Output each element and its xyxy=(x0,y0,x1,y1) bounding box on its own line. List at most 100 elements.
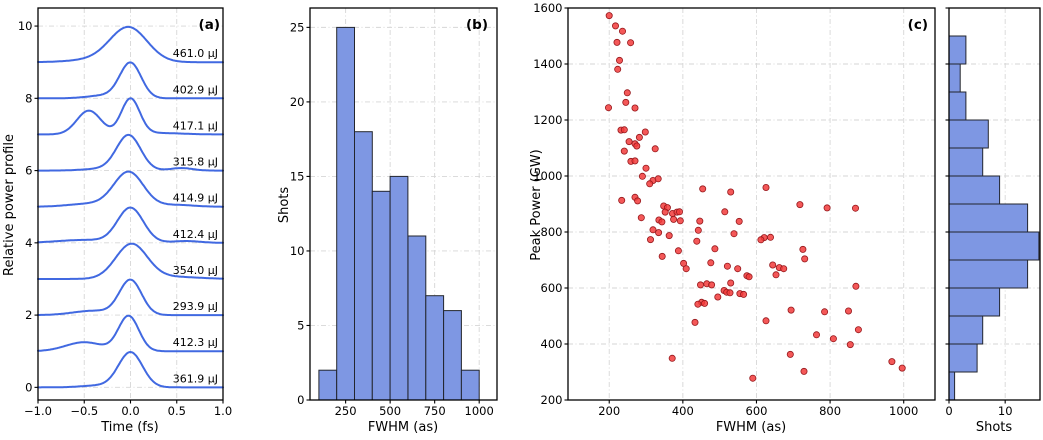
pulse-energy-label: 402.9 µJ xyxy=(173,83,218,96)
panel-c: 200 400 600 800 1000 200 400 600 800 1000 1200 1400… xyxy=(533,1,936,418)
scatter-point xyxy=(821,308,829,316)
scatter-point xyxy=(799,245,807,253)
scatter-point xyxy=(796,201,804,209)
scatter-point xyxy=(631,104,639,112)
scatter-point xyxy=(694,300,702,308)
scatter-point xyxy=(714,293,722,301)
scatter-point xyxy=(682,265,690,273)
scatter-point xyxy=(634,197,642,205)
pulse-energy-label: 414.9 µJ xyxy=(173,192,218,205)
scatter-point xyxy=(696,217,704,225)
scatter-point xyxy=(622,98,630,106)
panel-b-ticks: 250 500 750 1000 0 5 10 15 20 25 xyxy=(290,20,494,418)
histogram-bar xyxy=(948,259,1029,289)
panel-b-bars xyxy=(318,26,480,401)
scatter-point xyxy=(642,164,650,172)
scatter-point xyxy=(701,299,709,307)
x-tick-label: −1.0 xyxy=(24,404,52,418)
panel-c-grid xyxy=(568,7,935,401)
x-tick-label: 400 xyxy=(672,404,694,418)
y-tick-label: 20 xyxy=(290,95,305,109)
scatter-point xyxy=(605,12,613,20)
histogram-bar xyxy=(948,35,967,65)
power-profile-curve xyxy=(37,242,224,280)
panel-c-points xyxy=(605,12,906,382)
scatter-point xyxy=(647,236,655,244)
scatter-point xyxy=(627,39,635,47)
scatter-point xyxy=(749,374,757,382)
scatter-point xyxy=(620,126,628,134)
y-tick-label: 1200 xyxy=(533,113,562,127)
scatter-point xyxy=(613,38,621,46)
pulse-energy-label: 461.0 µJ xyxy=(173,47,218,60)
power-profile-curve xyxy=(37,133,224,172)
power-profile-curve xyxy=(37,206,224,244)
histogram-bar xyxy=(371,190,391,401)
x-tick-label: −0.5 xyxy=(70,404,98,418)
x-tick-label: 0.5 xyxy=(168,404,186,418)
pulse-energy-label: 412.4 µJ xyxy=(173,228,218,241)
histogram-bar xyxy=(460,369,480,401)
histogram-bar xyxy=(948,203,1029,233)
histogram-bar xyxy=(948,175,1001,205)
histogram-bar xyxy=(354,131,373,401)
y-tick-label: 0 xyxy=(25,380,32,394)
histogram-bar xyxy=(948,91,967,121)
pulse-energy-label: 361.9 µJ xyxy=(173,372,218,385)
scatter-point xyxy=(635,133,643,141)
scatter-point xyxy=(658,252,666,260)
y-tick-label: 0 xyxy=(297,393,304,407)
scatter-point xyxy=(633,142,641,150)
pulse-energy-label: 417.1 µJ xyxy=(173,120,218,133)
scatter-point xyxy=(898,364,906,372)
x-tick-label: 600 xyxy=(746,404,768,418)
power-profile-curve xyxy=(37,278,224,317)
panel-a-curves: 461.0 µJ 402.9 µJ 417.1 µJ 315.8 µJ 414.9 µJ… xyxy=(37,25,224,389)
scatter-point xyxy=(852,204,860,212)
scatter-point xyxy=(801,255,809,263)
scatter-point xyxy=(661,208,669,216)
x-tick-label: 1.0 xyxy=(214,404,232,418)
scatter-point xyxy=(711,245,719,253)
scatter-point xyxy=(800,367,808,375)
scatter-point xyxy=(707,259,715,267)
scatter-point xyxy=(823,204,831,212)
y-tick-label: 4 xyxy=(25,236,32,250)
scatter-point xyxy=(638,172,646,180)
y-tick-label: 1000 xyxy=(533,169,562,183)
scatter-point xyxy=(727,188,735,196)
power-profile-curve xyxy=(37,97,224,136)
scatter-point xyxy=(694,226,702,234)
scatter-point xyxy=(674,247,682,255)
y-tick-label: 25 xyxy=(290,20,305,34)
scatter-point xyxy=(726,289,734,297)
y-tick-label: 5 xyxy=(297,319,304,333)
panel-d-bars xyxy=(948,35,1040,401)
scatter-point xyxy=(693,237,701,245)
panel-d-frame xyxy=(948,7,1041,401)
scatter-point xyxy=(735,217,743,225)
x-tick-label: 0 xyxy=(945,404,952,418)
scatter-point xyxy=(605,104,613,112)
histogram-bar xyxy=(443,310,462,401)
histogram-bar xyxy=(318,369,338,401)
scatter-point xyxy=(787,306,795,314)
scatter-point xyxy=(734,265,742,273)
histogram-bar xyxy=(948,371,956,401)
y-tick-label: 2 xyxy=(25,308,32,322)
power-profile-curve xyxy=(37,170,224,208)
histogram-bar xyxy=(948,63,961,93)
power-profile-curve xyxy=(37,25,224,64)
histogram-bar xyxy=(389,175,409,401)
y-tick-label: 400 xyxy=(541,337,563,351)
scatter-point xyxy=(668,354,676,362)
scatter-point xyxy=(637,214,645,222)
scatter-point xyxy=(691,318,699,326)
histogram-bar xyxy=(407,235,427,401)
scatter-point xyxy=(708,281,716,289)
x-tick-label: 800 xyxy=(819,404,841,418)
x-tick-label: 500 xyxy=(379,404,401,418)
pulse-energy-label: 315.8 µJ xyxy=(173,156,218,169)
